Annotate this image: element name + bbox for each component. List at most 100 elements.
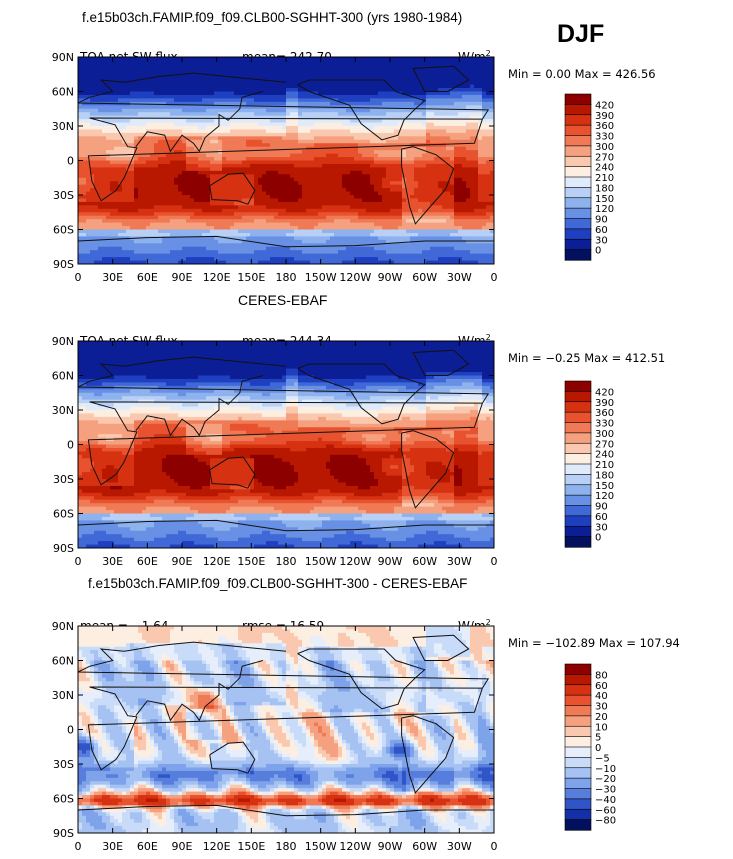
colorbar-label: 90 bbox=[595, 502, 608, 513]
x-tick-label: 30E bbox=[102, 271, 123, 284]
panel-obs: CERES-EBAFTOA net SW fluxmean= 244.34W/m… bbox=[52, 292, 665, 568]
x-tick-label: 150E bbox=[237, 271, 265, 284]
colorbar-box bbox=[564, 453, 592, 465]
colorbar-box bbox=[564, 401, 592, 413]
colorbar-label: 40 bbox=[595, 691, 608, 702]
panels: f.e15b03ch.FAMIP.f09_f09.CLB00-SGHHT-300… bbox=[52, 10, 680, 853]
x-tick-label: 90W bbox=[378, 555, 403, 568]
colorbar-label: 0 bbox=[595, 246, 601, 257]
y-tick-label: 60N bbox=[52, 370, 74, 383]
colorbar-box bbox=[564, 705, 592, 717]
x-tick-label: 120W bbox=[339, 271, 371, 284]
colorbar-box bbox=[564, 505, 592, 517]
colorbar-box bbox=[564, 484, 592, 496]
colorbar-box bbox=[564, 442, 592, 455]
colorbar-box bbox=[564, 380, 592, 392]
x-tick-label: 0 bbox=[75, 271, 82, 284]
colorbar-label: 300 bbox=[595, 429, 614, 440]
colorbar-box bbox=[564, 187, 592, 199]
x-tick-label: 60W bbox=[412, 271, 437, 284]
colorbar-box bbox=[564, 135, 592, 147]
x-tick-label: 60E bbox=[137, 271, 158, 284]
colorbar-box bbox=[564, 746, 592, 758]
colorbar-box bbox=[564, 715, 592, 727]
y-tick-label: 60S bbox=[53, 508, 74, 521]
colorbar-box bbox=[564, 725, 592, 738]
colorbar-label: −30 bbox=[595, 785, 616, 796]
y-tick-label: 30S bbox=[53, 758, 74, 771]
y-tick-label: 30N bbox=[52, 689, 74, 702]
y-tick-label: 0 bbox=[67, 439, 74, 452]
colorbar-box bbox=[564, 798, 592, 810]
colorbar-label: 360 bbox=[595, 408, 614, 419]
colorbar-label: 210 bbox=[595, 173, 614, 184]
colorbar-label: 120 bbox=[595, 491, 614, 502]
colorbar-box bbox=[564, 197, 592, 209]
colorbar-box bbox=[564, 411, 592, 424]
colorbar-box bbox=[564, 166, 592, 178]
colorbar-label: 30 bbox=[595, 702, 608, 713]
colorbar-label: −10 bbox=[595, 764, 616, 775]
y-tick-label: 90S bbox=[53, 258, 74, 271]
panel-title: CERES-EBAF bbox=[238, 292, 327, 308]
y-tick-label: 60N bbox=[52, 655, 74, 668]
coastlines bbox=[78, 349, 494, 532]
x-tick-label: 60E bbox=[137, 840, 158, 853]
x-tick-label: 120W bbox=[339, 840, 371, 853]
colorbar-label: 60 bbox=[595, 681, 608, 692]
x-tick-label: 0 bbox=[75, 840, 82, 853]
colorbar-label: 150 bbox=[595, 194, 614, 205]
colorbar-label: 0 bbox=[595, 533, 601, 544]
y-tick-label: 30S bbox=[53, 473, 74, 486]
colorbar-box bbox=[564, 176, 592, 188]
colorbar-label: 120 bbox=[595, 204, 614, 215]
colorbar-box bbox=[564, 104, 592, 116]
colorbar-label: 420 bbox=[595, 387, 614, 398]
colorbar-box bbox=[564, 432, 592, 444]
colorbar-label: 300 bbox=[595, 142, 614, 153]
x-tick-label: 150W bbox=[305, 555, 337, 568]
colorbar-label: 5 bbox=[595, 733, 601, 744]
x-tick-label: 30W bbox=[447, 555, 472, 568]
colorbar-box bbox=[564, 808, 592, 821]
colorbar-label: 240 bbox=[595, 163, 614, 174]
colorbar-box bbox=[564, 674, 592, 686]
colorbar-box bbox=[564, 736, 592, 748]
x-tick-label: 30W bbox=[447, 271, 472, 284]
colorbar-box bbox=[564, 474, 592, 486]
map-field bbox=[78, 341, 494, 548]
y-tick-label: 30N bbox=[52, 404, 74, 417]
min-max-label: Min = −0.25 Max = 412.51 bbox=[508, 351, 665, 365]
colorbar-box bbox=[564, 463, 592, 475]
colorbar-box bbox=[564, 788, 592, 800]
colorbar-label: 20 bbox=[595, 712, 608, 723]
y-tick-label: 90S bbox=[53, 542, 74, 555]
y-tick-label: 90N bbox=[52, 620, 74, 633]
colorbar-box bbox=[564, 515, 592, 527]
colorbar-box bbox=[564, 249, 592, 261]
y-tick-label: 90N bbox=[52, 51, 74, 64]
colorbar-label: 420 bbox=[595, 100, 614, 111]
colorbar-box bbox=[564, 819, 592, 831]
colorbar-box bbox=[564, 525, 592, 538]
x-tick-label: 180 bbox=[276, 271, 297, 284]
colorbar-label: 150 bbox=[595, 481, 614, 492]
x-tick-label: 120E bbox=[203, 840, 231, 853]
colorbar-label: 0 bbox=[595, 743, 601, 754]
y-tick-label: 90N bbox=[52, 335, 74, 348]
colorbar-label: 360 bbox=[595, 121, 614, 132]
colorbar-box bbox=[564, 767, 592, 779]
colorbar-box bbox=[564, 422, 592, 434]
coastlines bbox=[78, 65, 494, 248]
colorbar-box bbox=[564, 207, 592, 220]
colorbar-label: 270 bbox=[595, 439, 614, 450]
x-tick-label: 30W bbox=[447, 840, 472, 853]
map-field bbox=[78, 626, 494, 833]
colorbar-label: 30 bbox=[595, 235, 608, 246]
coastlines bbox=[78, 634, 494, 817]
colorbar-box bbox=[564, 536, 592, 548]
colorbar-box bbox=[564, 391, 592, 403]
colorbar-label: 240 bbox=[595, 450, 614, 461]
